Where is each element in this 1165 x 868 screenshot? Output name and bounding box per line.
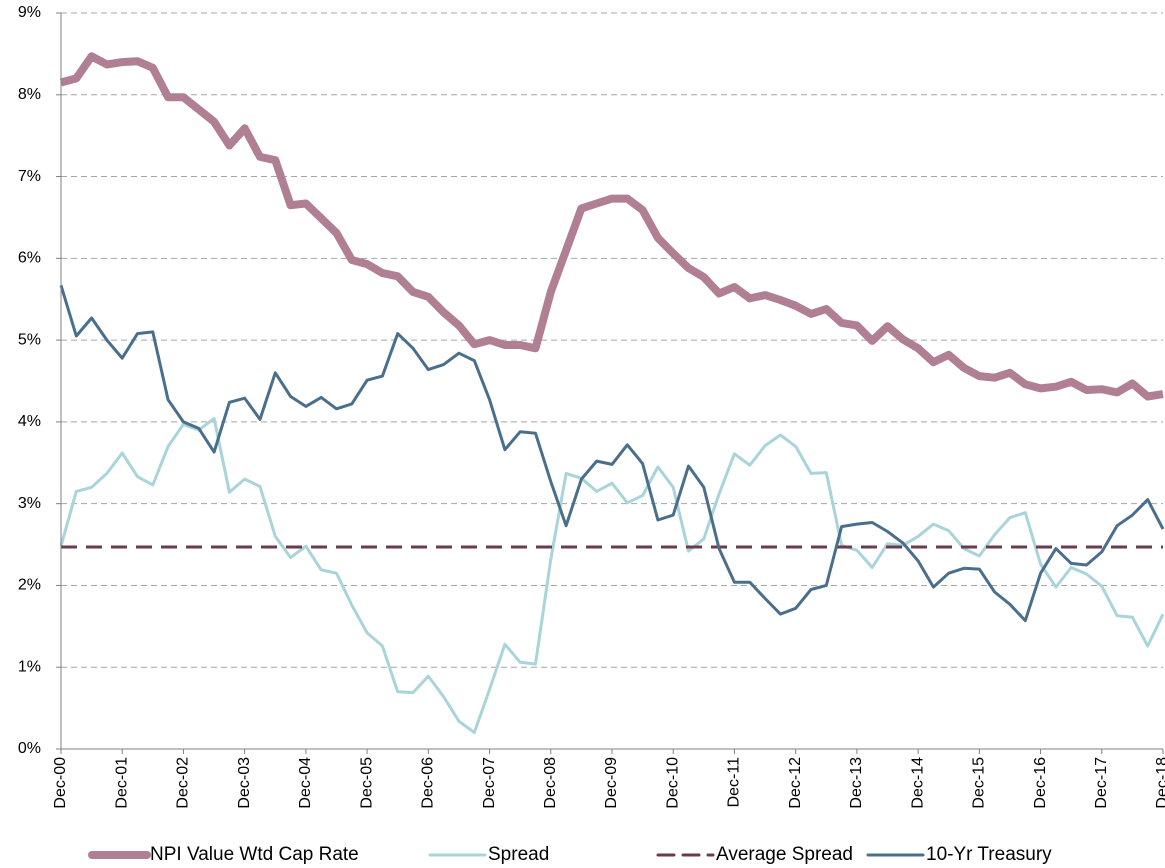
x-tick-label: Dec-02 <box>175 757 192 809</box>
legend-label: NPI Value Wtd Cap Rate <box>150 844 359 865</box>
plot-lines <box>59 52 1165 735</box>
x-tick-label: Dec-04 <box>297 757 314 809</box>
x-tick-label: Dec-14 <box>909 757 926 809</box>
y-tick-label: 3% <box>18 495 41 512</box>
axes: 0% 1% 2% 3% 4% 5% 6% 7% 8% 9% Dec-00 Dec-01 Dec-02 De… <box>18 4 1165 808</box>
series-line <box>59 52 1164 401</box>
legend-label: Average Spread <box>716 844 853 865</box>
legend-label: 10-Yr Treasury <box>926 844 1052 865</box>
x-tick-label: Dec-17 <box>1093 757 1110 809</box>
x-tick-label: Dec-06 <box>420 757 437 809</box>
x-tick-label: Dec-01 <box>113 757 130 809</box>
legend-label: Spread <box>488 844 549 865</box>
series-line <box>59 284 1165 623</box>
y-tick-label: 1% <box>18 658 41 675</box>
y-tick-label: 2% <box>18 577 41 594</box>
x-tick-label: Dec-18 <box>1154 757 1165 809</box>
y-tick-label: 5% <box>18 331 41 348</box>
x-tick-label: Dec-08 <box>542 757 559 809</box>
series-line <box>59 417 1165 735</box>
x-tick-label: Dec-10 <box>664 757 681 809</box>
y-tick-label: 6% <box>18 250 41 267</box>
y-tick-label: 7% <box>18 168 41 185</box>
x-tick-label: Dec-11 <box>726 757 743 807</box>
x-tick-label: Dec-15 <box>971 757 988 809</box>
x-tick-label: Dec-12 <box>787 757 804 809</box>
x-tick-label: Dec-09 <box>603 757 620 809</box>
x-tick-label: Dec-03 <box>236 757 253 809</box>
x-tick-label: Dec-13 <box>848 757 865 809</box>
x-tick-label: Dec-05 <box>358 757 375 809</box>
x-tick-label: Dec-07 <box>481 757 498 809</box>
y-tick-label: 4% <box>18 413 41 430</box>
x-tick-label: Dec-00 <box>52 757 69 809</box>
y-tick-label: 8% <box>18 86 41 103</box>
y-tick-label: 0% <box>18 740 41 757</box>
legend: NPI Value Wtd Cap Rate Spread Average Spre… <box>88 844 1052 865</box>
grid <box>61 12 1163 668</box>
x-tick-label: Dec-16 <box>1032 757 1049 809</box>
y-tick-label: 9% <box>18 4 41 21</box>
